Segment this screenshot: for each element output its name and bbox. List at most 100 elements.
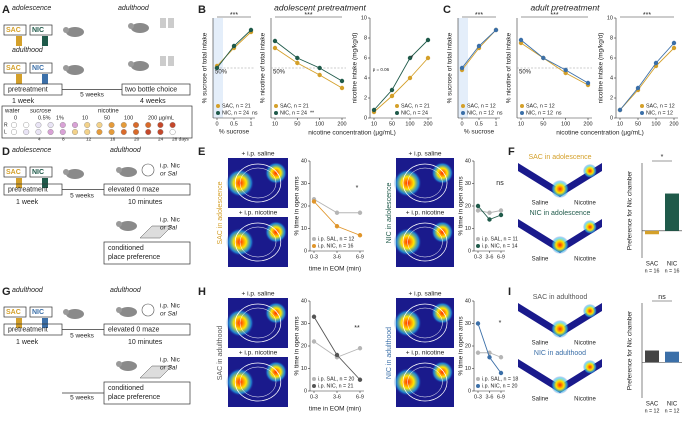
label: or Sal [160, 225, 178, 232]
data-point [248, 27, 254, 33]
label: 10 minutes [128, 199, 163, 206]
legend-swatch [216, 104, 220, 108]
data-point [475, 203, 481, 209]
label: place preference [108, 394, 160, 401]
x-axis-label: time in EOM (min) [309, 406, 361, 413]
legend-label: SAC, n = 12 [646, 103, 675, 109]
injection-icon [141, 303, 155, 317]
x-tick-label: 50 [635, 121, 641, 127]
label: 10 [82, 115, 88, 121]
x-tick-label: 0-3 [474, 254, 482, 260]
y-axis-label: % time in open arms [294, 316, 301, 376]
bottle-dot [59, 128, 66, 135]
label: pretreatment [8, 86, 48, 93]
y-axis-label: % sucrose of total intake [202, 32, 209, 103]
box [3, 306, 27, 318]
panel-letter: G [2, 286, 11, 298]
group-label: SAC in adulthood [217, 326, 224, 381]
label: 5 weeks [70, 193, 95, 200]
box [103, 241, 191, 265]
legend-label: i.p. SAL, n = 18 [482, 376, 518, 382]
mouse-icon [119, 221, 137, 231]
label: adulthood [110, 287, 142, 294]
box [103, 183, 191, 196]
bottle-dot [84, 128, 91, 135]
panel-letter: H [198, 286, 206, 298]
label: Saline [532, 201, 549, 207]
bottle-icon [168, 18, 174, 28]
data-point [498, 370, 504, 376]
data-point [475, 350, 481, 355]
legend-note: ns [556, 110, 562, 116]
label: L [4, 129, 7, 135]
legend-label: i.p. NIC, n = 20 [482, 383, 518, 389]
mouse-icon [66, 65, 84, 75]
x-tick-label: 0.5 [475, 121, 483, 127]
legend-label: i.p. SAL, n = 20 [318, 376, 354, 382]
legend-label: NIC, n = 24 [401, 110, 428, 116]
maze-ring [407, 366, 443, 398]
x-axis-label: % sucrose [219, 129, 250, 136]
y-tick-label: 10 [361, 15, 367, 21]
bottle-icon [16, 178, 22, 188]
x-tick-label: 100 [651, 121, 660, 127]
x-tick-label: 1 [494, 121, 497, 127]
label: 5 weeks [70, 395, 95, 402]
data-point [617, 107, 623, 113]
data-point [459, 65, 465, 71]
label: i.p. Nic [160, 303, 181, 310]
y-tick-label: 2 [610, 95, 613, 101]
box [29, 166, 53, 178]
bottle-dot [47, 121, 54, 128]
label: 0.5% [38, 115, 51, 121]
annotation: * [411, 55, 414, 62]
x-tick-label: 200 [337, 121, 346, 127]
panel-letter: E [198, 146, 205, 158]
chamber-glow [583, 164, 597, 178]
bottle-dot [132, 121, 139, 128]
maze-ring [239, 226, 277, 258]
legend-label: NIC, n = 12 [646, 110, 673, 116]
y-axis-label: % nicotine of total intake [506, 32, 513, 103]
x-axis-label: % sucrose [464, 129, 495, 136]
legend-label: NIC, n = 24 [222, 110, 249, 116]
x-tick-label: SAC [646, 402, 659, 408]
maze-ring [402, 303, 448, 343]
bottle-dot [157, 121, 164, 128]
legend-swatch [461, 104, 465, 108]
label: + i.p. nicotine [239, 350, 278, 357]
mouse-head [128, 61, 134, 67]
data-point [371, 107, 377, 113]
bottle-icon [42, 36, 48, 46]
legend-swatch [395, 111, 399, 115]
reference-label: 50% [215, 70, 228, 76]
x-tick-label: 6-9 [497, 394, 505, 400]
x-tick-label: NIC [667, 402, 678, 408]
x-tick-label: 0-3 [474, 394, 482, 400]
label: 1% [56, 115, 64, 121]
legend-note: ns [252, 110, 258, 116]
label: 12 [86, 136, 92, 142]
data-point [425, 55, 431, 61]
x-tick-label: 0.5 [230, 121, 238, 127]
data-point [653, 60, 659, 66]
legend-label: SAC, n = 21 [222, 103, 251, 109]
label: Nicotine [574, 257, 596, 263]
x-tick-label: 1 [249, 121, 252, 127]
label: adulthood [12, 287, 44, 294]
bottle-dot [59, 121, 66, 128]
y-tick-label: 2 [364, 95, 367, 101]
data-point [563, 67, 568, 73]
y-axis-label: % time in open arms [458, 176, 465, 236]
data-point [498, 212, 504, 218]
y-tick-label: 0 [364, 115, 367, 121]
mouse-head [116, 307, 122, 313]
data-point [295, 55, 300, 61]
data-point [334, 352, 340, 358]
label: 4 [38, 136, 41, 142]
series-line [313, 201, 361, 236]
data-point [311, 339, 317, 344]
data-point [475, 208, 481, 213]
data-point [295, 60, 300, 66]
